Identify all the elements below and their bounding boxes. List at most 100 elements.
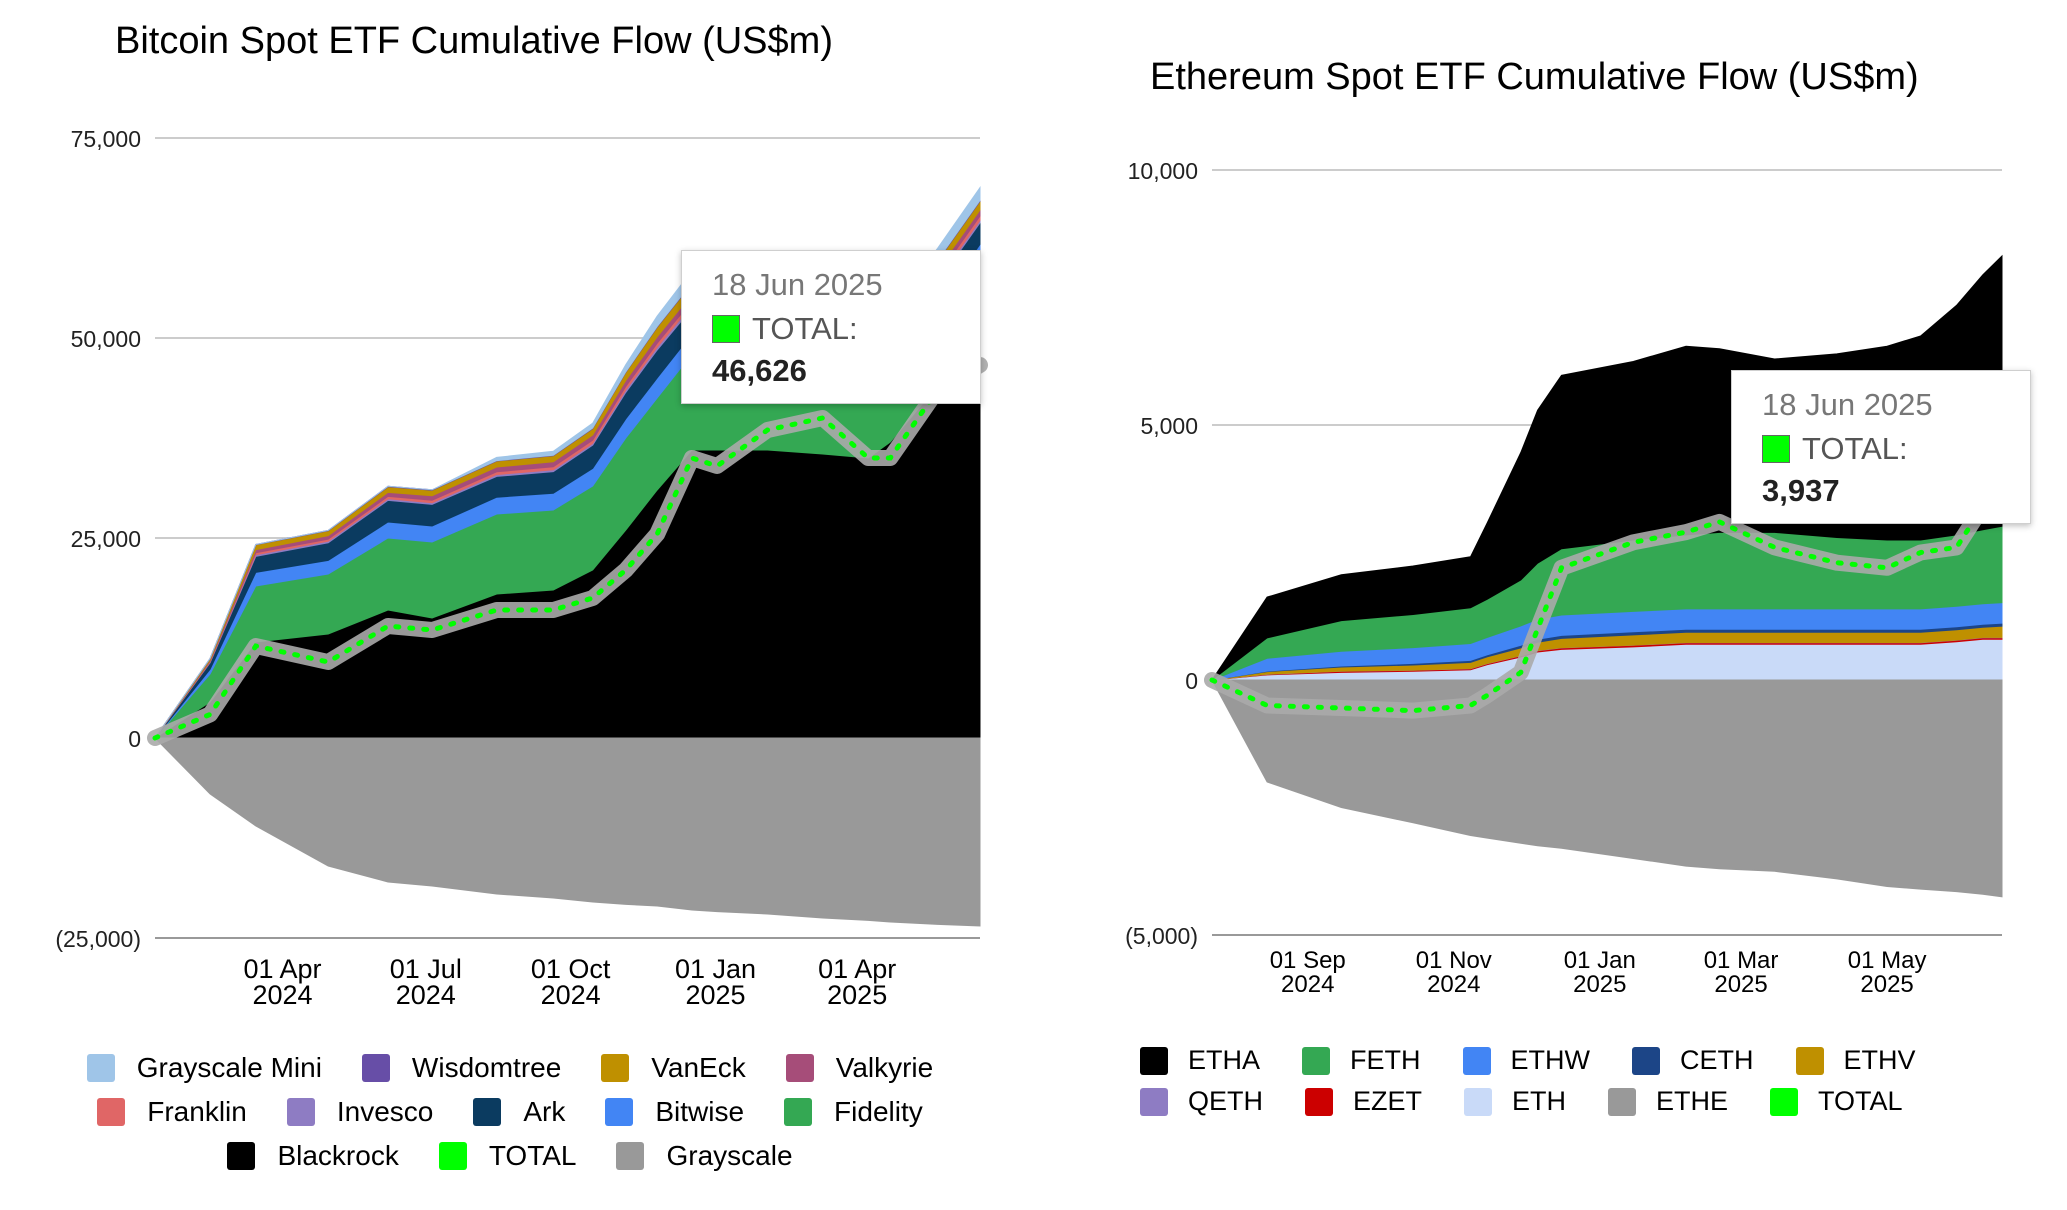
y-tick-label: 50,000 (71, 326, 141, 352)
legend-label: FETH (1350, 1045, 1421, 1075)
legend-item[interactable]: ETH (1464, 1086, 1566, 1117)
legend-swatch (438, 1142, 467, 1170)
chart-tooltip: 18 Jun 2025 TOTAL: 3,937 (1731, 370, 2031, 524)
legend-item[interactable]: TOTAL (1770, 1086, 1903, 1117)
legend-label: Franklin (147, 1096, 247, 1127)
eth-chart-panel: Ethereum Spot ETF Cumulative Flow (US$m)… (1030, 0, 2067, 1210)
legend-item[interactable]: EZET (1305, 1086, 1422, 1117)
legend-label: CETH (1680, 1045, 1754, 1075)
legend-label: VanEck (651, 1052, 746, 1083)
legend-swatch (1140, 1087, 1168, 1116)
legend-item[interactable]: Blackrock (227, 1140, 399, 1172)
x-tick-label: 2024 (1281, 971, 1334, 998)
legend-label: Bitwise (655, 1096, 745, 1127)
legend-swatch (1608, 1087, 1637, 1116)
x-tick-label: 01 May (1848, 947, 1927, 974)
legend-item[interactable]: QETH (1140, 1086, 1263, 1117)
legend-swatch (286, 1098, 315, 1126)
legend-swatch (616, 1142, 645, 1170)
tooltip-swatch (712, 315, 740, 343)
legend-label: EZET (1353, 1086, 1423, 1116)
legend-swatch (1632, 1046, 1660, 1075)
chart-legend: ETHA FETH ETHW CETH ETHV QETH EZET ETH ETHE TOTAL (1140, 1045, 2000, 1127)
legend-label: Invesco (336, 1096, 434, 1127)
legend-swatch (1305, 1087, 1334, 1116)
legend-swatch (1770, 1087, 1799, 1116)
legend-label: Blackrock (277, 1140, 399, 1171)
legend-row: ETHA FETH ETHW CETH ETHV (1140, 1045, 2000, 1076)
legend-label: TOTAL (488, 1140, 577, 1171)
total-line (1209, 476, 2005, 714)
legend-label: Valkyrie (835, 1052, 934, 1083)
y-tick-label: 10,000 (1128, 158, 1198, 184)
x-tick-label: 01 Apr (818, 954, 896, 984)
x-tick-label: 2024 (252, 980, 312, 1010)
legend-item[interactable]: FETH (1302, 1045, 1421, 1076)
legend-item[interactable]: ETHW (1462, 1045, 1590, 1076)
legend-swatch (473, 1098, 502, 1126)
legend-label: ETH (1512, 1086, 1567, 1116)
legend-row: Franklin Invesco Ark Bitwise Fidelity (60, 1096, 960, 1128)
legend-item[interactable]: Grayscale Mini (86, 1052, 322, 1084)
legend-item[interactable]: ETHE (1608, 1086, 1728, 1117)
y-tick-label: 75,000 (71, 126, 141, 152)
tooltip-value: 46,626 (712, 353, 807, 388)
legend-swatch (1464, 1087, 1493, 1116)
y-tick-label: (5,000) (1125, 923, 1198, 949)
legend-item[interactable]: ETHA (1140, 1045, 1260, 1076)
legend-swatch (784, 1098, 813, 1126)
legend-item[interactable]: CETH (1632, 1045, 1754, 1076)
area-grayscale (153, 737, 981, 927)
legend-item[interactable]: Fidelity (784, 1096, 923, 1128)
legend-label: ETHV (1843, 1045, 1916, 1075)
legend-item[interactable]: Invesco (286, 1096, 434, 1128)
x-tick-label: 01 Jul (390, 954, 462, 984)
legend-swatch (1795, 1046, 1824, 1075)
x-tick-label: 01 Jan (675, 954, 756, 984)
chart-title: Ethereum Spot ETF Cumulative Flow (US$m) (1150, 56, 1919, 98)
area-grayscale-mini (154, 186, 981, 739)
legend-item[interactable]: Ark (473, 1096, 565, 1128)
tooltip-label: TOTAL: (752, 311, 858, 346)
legend-row: QETH EZET ETH ETHE TOTAL (1140, 1086, 2000, 1117)
tooltip-swatch (1762, 435, 1790, 463)
chart-tooltip: 18 Jun 2025 TOTAL: 46,626 (681, 250, 981, 404)
tooltip-date: 18 Jun 2025 (1762, 387, 1933, 422)
legend-label: QETH (1188, 1086, 1264, 1116)
legend-label: TOTAL (1818, 1086, 1903, 1116)
legend-item[interactable]: TOTAL (438, 1140, 577, 1172)
legend-item[interactable]: Grayscale (616, 1140, 793, 1172)
legend-label: Grayscale (666, 1140, 793, 1171)
tooltip-value: 3,937 (1762, 473, 1840, 508)
legend-label: Grayscale Mini (136, 1052, 322, 1083)
legend-item[interactable]: Franklin (97, 1096, 247, 1128)
legend-item[interactable]: Bitwise (605, 1096, 744, 1128)
y-tick-label: 5,000 (1140, 413, 1198, 439)
legend-row: Blackrock TOTAL Grayscale (60, 1140, 960, 1172)
legend-swatch (1302, 1046, 1331, 1075)
legend-item[interactable]: Wisdomtree (361, 1052, 561, 1084)
y-tick-label: 0 (128, 726, 141, 752)
legend-swatch (97, 1098, 126, 1126)
legend-label: Fidelity (834, 1096, 923, 1127)
x-tick-label: 2025 (1714, 971, 1767, 998)
legend-swatch (227, 1142, 256, 1170)
legend-label: ETHE (1656, 1086, 1729, 1116)
legend-row: Grayscale Mini Wisdomtree VanEck Valkyrie (60, 1052, 960, 1084)
x-tick-label: 2024 (541, 980, 601, 1010)
x-tick-label: 2025 (685, 980, 745, 1010)
x-tick-label: 01 Oct (531, 954, 611, 984)
legend-item[interactable]: Valkyrie (785, 1052, 934, 1084)
x-tick-label: 01 Jan (1564, 947, 1636, 974)
y-tick-label: (25,000) (55, 926, 141, 952)
legend-label: ETHW (1510, 1045, 1590, 1075)
legend-swatch (86, 1054, 115, 1082)
legend-item[interactable]: VanEck (601, 1052, 746, 1084)
legend-label: ETHA (1188, 1045, 1261, 1075)
legend-item[interactable]: ETHV (1795, 1045, 1916, 1076)
chart-title: Bitcoin Spot ETF Cumulative Flow (US$m) (115, 20, 833, 62)
x-tick-label: 01 Nov (1416, 947, 1492, 974)
y-tick-label: 0 (1185, 668, 1198, 694)
